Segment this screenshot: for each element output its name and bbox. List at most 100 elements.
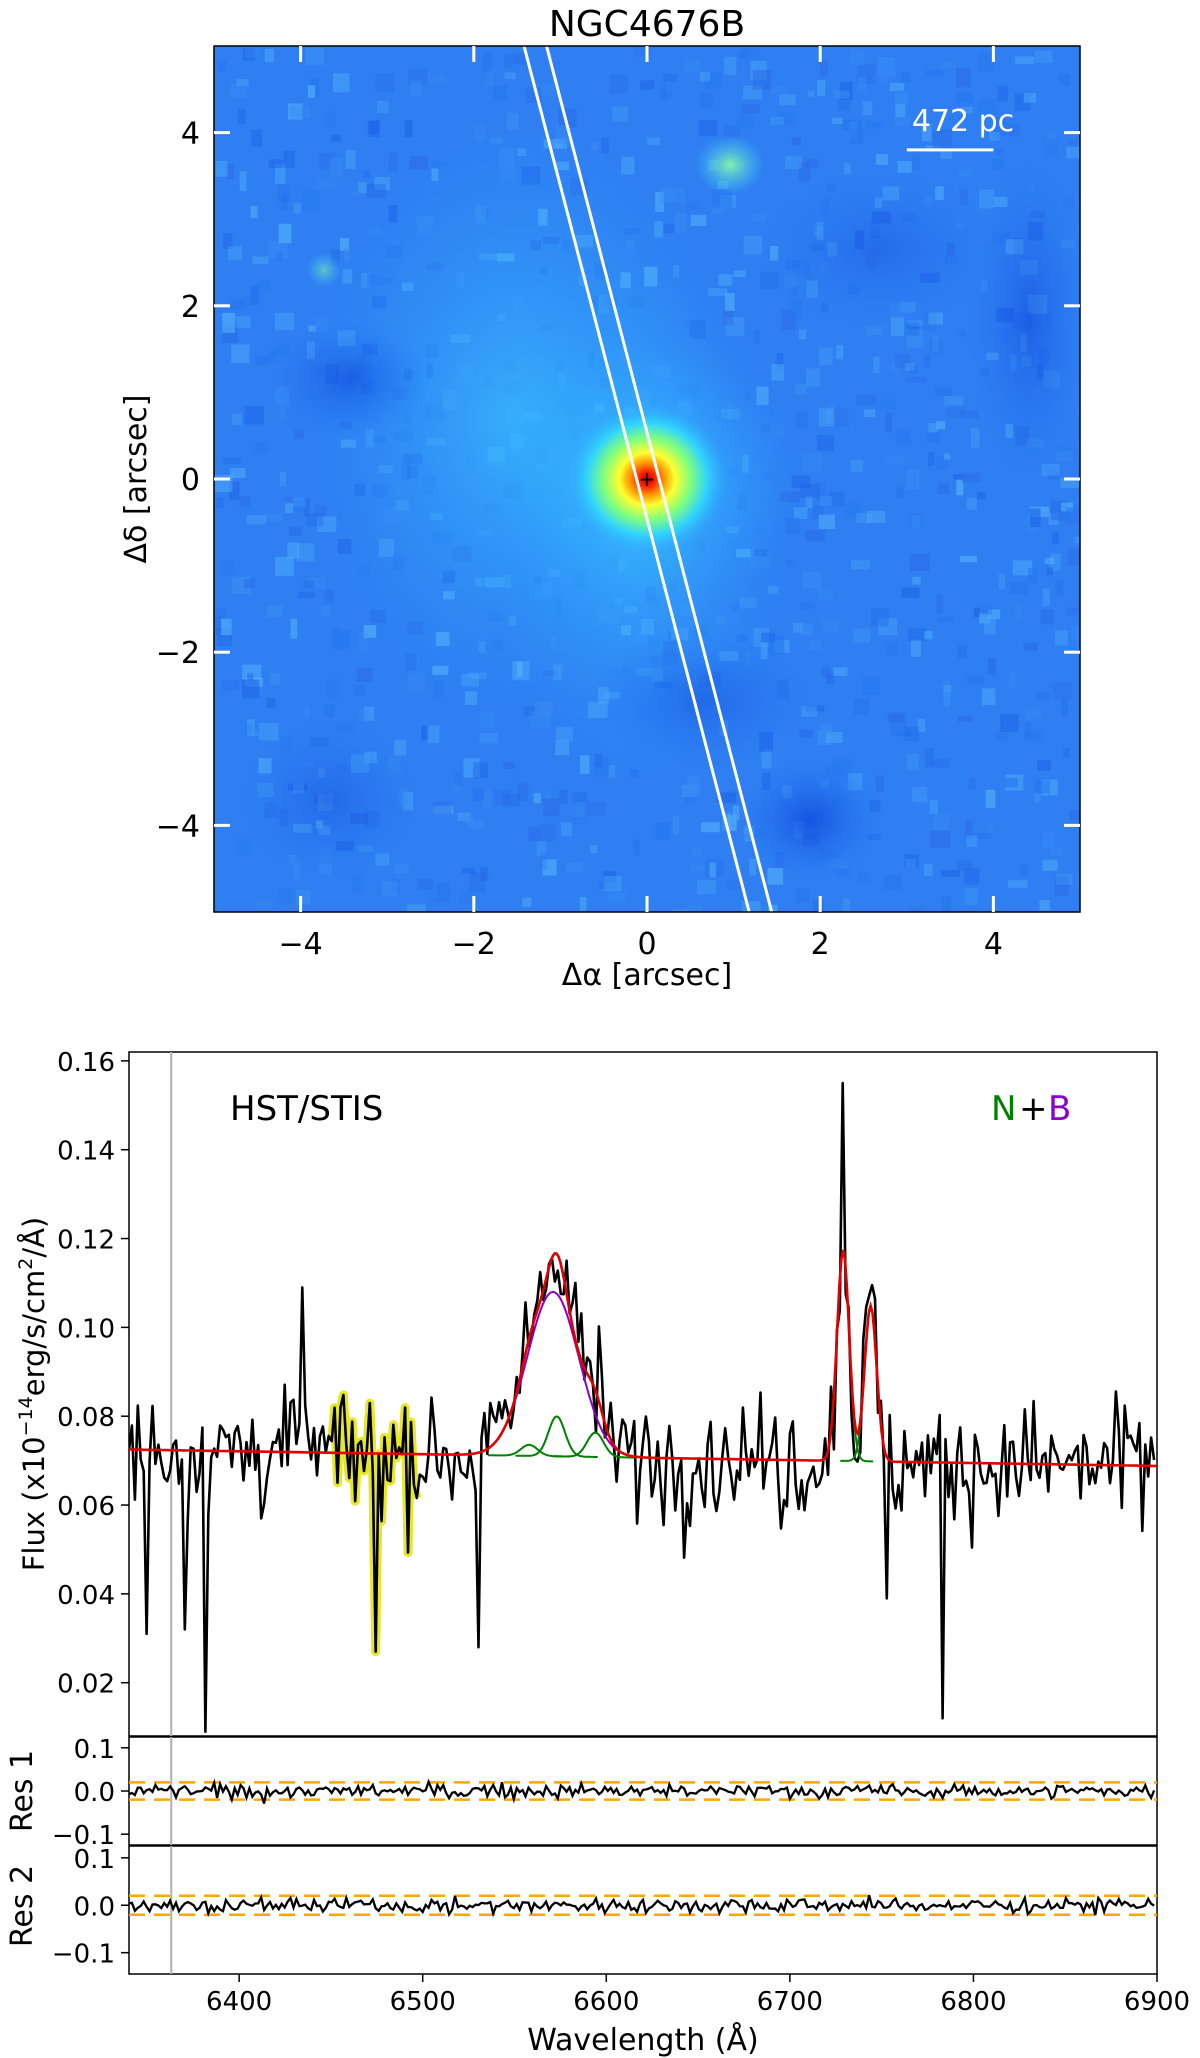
noise-pixel — [1073, 536, 1080, 546]
noise-pixel — [800, 602, 813, 610]
noise-pixel — [718, 274, 733, 286]
noise-pixel — [895, 92, 909, 103]
noise-pixel — [1063, 747, 1070, 758]
noise-pixel — [663, 74, 677, 82]
noise-pixel — [818, 514, 835, 529]
noise-pixel — [244, 578, 255, 589]
wavelength-x-tick-label: 6900 — [1124, 1987, 1190, 2017]
noise-pixel — [1039, 900, 1050, 911]
spectrum-y-tick-label: 0.04 — [57, 1581, 115, 1611]
noise-pixel — [463, 758, 480, 778]
noise-pixel — [889, 712, 907, 729]
noise-pixel — [685, 787, 696, 805]
noise-pixel — [831, 117, 843, 125]
noise-pixel — [937, 483, 950, 495]
noise-pixel — [826, 673, 835, 685]
noise-pixel — [1042, 588, 1050, 607]
noise-pixel — [785, 156, 802, 170]
noise-pixel — [242, 679, 260, 699]
noise-pixel — [971, 427, 980, 448]
noise-pixel — [473, 762, 488, 779]
noise-pixel — [724, 56, 737, 75]
noise-pixel — [724, 125, 740, 138]
noise-pixel — [256, 899, 273, 906]
noise-pixel — [904, 726, 919, 742]
noise-pixel — [1047, 467, 1060, 480]
noise-pixel — [928, 451, 935, 467]
residual-y-tick-label: 0.1 — [74, 1845, 115, 1875]
noise-pixel — [264, 48, 274, 63]
noise-pixel — [268, 241, 288, 259]
noise-pixel — [239, 496, 250, 507]
noise-pixel — [961, 472, 981, 483]
noise-pixel — [1059, 73, 1071, 86]
noise-pixel — [376, 100, 389, 114]
noise-pixel — [604, 875, 622, 892]
noise-pixel — [358, 632, 369, 651]
noise-pixel — [306, 513, 324, 527]
noise-pixel — [504, 72, 516, 79]
noise-pixel — [230, 299, 244, 310]
image-x-tick-label: 4 — [984, 927, 1003, 962]
noise-pixel — [231, 344, 250, 364]
spectrum-ylabel: Flux (x10−14erg/s/cm2/Å) — [15, 1217, 51, 1572]
noise-pixel — [741, 103, 761, 113]
noise-pixel — [957, 715, 973, 722]
noise-pixel — [250, 286, 260, 305]
noise-pixel — [966, 497, 977, 510]
noise-pixel — [957, 860, 972, 872]
noise-pixel — [853, 698, 870, 715]
residual-y-tick-label: −0.1 — [52, 1821, 115, 1851]
wavelength-xlabel: Wavelength (Å) — [527, 2022, 758, 2058]
noise-pixel — [601, 137, 609, 155]
noise-pixel — [801, 572, 822, 589]
noise-pixel — [333, 73, 350, 93]
noise-pixel — [896, 487, 904, 499]
noise-pixel — [655, 822, 671, 840]
noise-pixel — [356, 668, 373, 683]
noise-pixel — [692, 847, 702, 857]
noise-pixel — [981, 688, 996, 706]
noise-pixel — [897, 161, 912, 173]
noise-pixel — [900, 72, 911, 83]
noise-pixel — [964, 888, 978, 906]
noise-pixel — [779, 94, 796, 106]
noise-pixel — [1075, 537, 1080, 544]
noise-pixel — [274, 164, 286, 184]
noise-pixel — [223, 233, 233, 250]
noise-pixel — [857, 63, 876, 84]
noise-pixel — [427, 898, 446, 906]
noise-pixel — [770, 86, 788, 94]
noise-pixel — [795, 888, 810, 903]
noise-pixel — [887, 712, 905, 723]
noise-pixel — [936, 421, 945, 430]
residual-2-frame — [128, 1845, 1158, 1975]
noise-pixel — [281, 194, 289, 211]
noise-pixel — [982, 605, 993, 615]
noise-pixel — [752, 69, 772, 90]
noise-pixel — [959, 330, 966, 337]
noise-pixel — [708, 288, 728, 297]
noise-pixel — [805, 495, 813, 509]
noise-pixel — [454, 772, 462, 786]
noise-pixel — [885, 412, 893, 433]
noise-pixel — [231, 413, 242, 426]
noise-pixel — [1060, 477, 1080, 488]
noise-pixel — [367, 120, 379, 134]
spectrum-y-tick-label: 0.02 — [57, 1670, 115, 1700]
noise-pixel — [1023, 93, 1037, 103]
residual-y-tick-label: 0.0 — [74, 1778, 115, 1808]
noise-pixel — [503, 762, 515, 769]
noise-pixel — [504, 53, 512, 69]
noise-pixel — [886, 642, 898, 657]
noise-pixel — [502, 792, 520, 807]
residual-1-ylabel: Res 1 — [5, 1750, 40, 1832]
noise-pixel — [979, 613, 990, 624]
noise-pixel — [780, 112, 795, 125]
noise-pixel — [287, 542, 300, 559]
noise-pixel — [826, 405, 835, 424]
noise-pixel — [945, 404, 965, 418]
noise-pixel — [957, 645, 967, 659]
noise-pixel — [876, 154, 888, 165]
noise-pixel — [809, 640, 821, 650]
